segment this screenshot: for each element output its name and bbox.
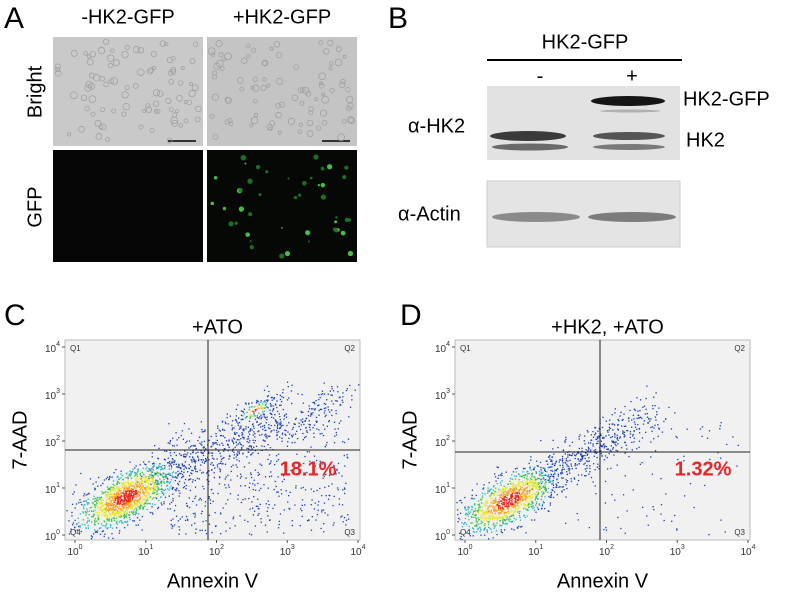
panel-a: A -HK2-GFP +HK2-GFP Bright GFP bbox=[4, 2, 357, 262]
band bbox=[490, 131, 566, 141]
blot-header: HK2-GFP bbox=[542, 31, 629, 53]
tick-label: 104 bbox=[740, 544, 755, 558]
tick-label: 100 bbox=[67, 544, 82, 558]
quadrant-label: Q3 bbox=[344, 528, 355, 537]
lane-label: - bbox=[537, 65, 544, 87]
tick-label: 103 bbox=[280, 544, 295, 558]
antibody-label: α-Actin bbox=[398, 203, 461, 225]
quadrant-label: Q1 bbox=[70, 344, 81, 353]
tick-label: 104 bbox=[350, 544, 365, 558]
tick-label: 102 bbox=[209, 544, 224, 558]
quadrant-label: Q2 bbox=[344, 344, 355, 353]
quadrant-percentage: 1.32% bbox=[675, 458, 732, 480]
antibody-label: α-HK2 bbox=[408, 115, 465, 137]
tick-label: 102 bbox=[45, 435, 60, 449]
panel-letter: B bbox=[388, 2, 408, 35]
axis-label: Annexin V bbox=[557, 570, 649, 592]
lane-label: + bbox=[626, 65, 638, 87]
column-header: -HK2-GFP bbox=[81, 6, 174, 28]
quadrant-label: Q1 bbox=[460, 344, 471, 353]
panel-d: D +HK2, +ATO Q1 Q2 Q3 Q4 1.32% 100 101 102 103 104 1… bbox=[399, 299, 755, 592]
tick-label: 100 bbox=[435, 529, 450, 543]
band bbox=[492, 144, 568, 151]
tick-label: 101 bbox=[435, 482, 450, 496]
panel-letter: D bbox=[400, 299, 422, 332]
band bbox=[593, 132, 665, 140]
panel-c: C +ATO Q1 Q2 Q3 Q4 18.1% 100 101 102 103 104 100 101 1… bbox=[4, 299, 366, 592]
quadrant-percentage: 18.1% bbox=[280, 458, 337, 480]
band bbox=[593, 144, 665, 150]
tick-label: 102 bbox=[599, 544, 614, 558]
quadrant-label: Q3 bbox=[734, 528, 745, 537]
row-label: Bright bbox=[24, 65, 46, 118]
quadrant-label: Q4 bbox=[460, 528, 471, 537]
plot-title: +ATO bbox=[192, 316, 243, 338]
flow-panels: C +ATO Q1 Q2 Q3 Q4 18.1% 100 101 102 103 104 100 101 1… bbox=[4, 299, 756, 592]
tick-label: 101 bbox=[45, 482, 60, 496]
plot-title: +HK2, +ATO bbox=[551, 316, 664, 338]
gfp-image bbox=[207, 150, 357, 262]
band bbox=[492, 212, 580, 222]
axis-label: Annexin V bbox=[167, 570, 259, 592]
tick-label: 103 bbox=[435, 388, 450, 402]
tick-label: 104 bbox=[435, 341, 450, 355]
tick-label: 101 bbox=[528, 544, 543, 558]
band-label: HK2-GFP bbox=[683, 88, 770, 110]
tick-label: 100 bbox=[45, 529, 60, 543]
column-header: +HK2-GFP bbox=[233, 6, 331, 28]
tick-label: 102 bbox=[435, 435, 450, 449]
tick-label: 104 bbox=[45, 341, 60, 355]
band-label: HK2 bbox=[686, 129, 725, 151]
axis-label: 7-AAD bbox=[399, 411, 421, 470]
gfp-image bbox=[53, 150, 203, 262]
row-label: GFP bbox=[24, 186, 46, 227]
panel-b: B HK2-GFP - + α-HK2 HK2-GFP HK2 α-Actin bbox=[388, 2, 770, 247]
axis-label: 7-AAD bbox=[9, 411, 31, 470]
quadrant-label: Q4 bbox=[70, 528, 81, 537]
tick-label: 101 bbox=[138, 544, 153, 558]
quadrant-label: Q2 bbox=[734, 344, 745, 353]
tick-label: 103 bbox=[670, 544, 685, 558]
band bbox=[588, 212, 676, 222]
band bbox=[591, 96, 665, 106]
tick-label: 100 bbox=[457, 544, 472, 558]
tick-label: 103 bbox=[45, 388, 60, 402]
panel-letter: C bbox=[4, 299, 26, 332]
panel-letter: A bbox=[4, 2, 24, 35]
